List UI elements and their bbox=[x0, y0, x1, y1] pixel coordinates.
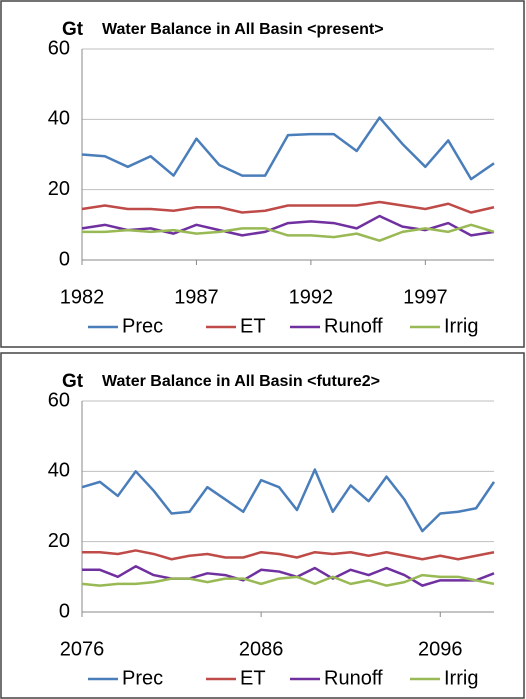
x-tick-label: 1992 bbox=[289, 286, 334, 308]
series-line bbox=[81, 468, 496, 533]
y-tick-label: 40 bbox=[48, 460, 70, 482]
y-axis-label: Gt bbox=[62, 371, 84, 392]
chart-panel: Gt Water Balance in All Basin <present> 0 2… bbox=[0, 0, 525, 348]
y-tick-label: 60 bbox=[48, 37, 70, 59]
x-tick-label: 1997 bbox=[403, 286, 448, 308]
legend-label: Irrig bbox=[444, 315, 478, 337]
legend-label: Irrig bbox=[444, 667, 478, 689]
legend-label: Prec bbox=[122, 667, 163, 689]
legend-label: Runoff bbox=[324, 667, 383, 689]
series-line bbox=[81, 214, 495, 237]
series-line bbox=[81, 573, 495, 587]
chart-panel: Gt Water Balance in All Basin <future2> 0 2… bbox=[0, 352, 525, 699]
series-line bbox=[82, 549, 495, 561]
chart-title: Water Balance in All Basin <future2> bbox=[102, 373, 380, 390]
x-tick-label: 1987 bbox=[174, 286, 219, 308]
legend-label: Prec bbox=[122, 315, 163, 337]
series-line bbox=[81, 200, 495, 214]
legend-label: ET bbox=[240, 315, 266, 337]
y-tick-label: 20 bbox=[48, 178, 70, 200]
legend-label: ET bbox=[240, 667, 266, 689]
panel-border bbox=[0, 0, 525, 348]
x-tick-label: 2076 bbox=[60, 638, 105, 660]
y-tick-label: 20 bbox=[48, 530, 70, 552]
chart-title: Water Balance in All Basin <present> bbox=[102, 21, 384, 38]
panel-border bbox=[0, 352, 525, 699]
x-tick-label: 1982 bbox=[60, 286, 105, 308]
series-line bbox=[82, 565, 495, 587]
legend-label: Runoff bbox=[324, 315, 383, 337]
y-tick-label: 60 bbox=[48, 389, 70, 411]
series-line bbox=[81, 116, 495, 181]
x-tick-label: 2086 bbox=[239, 638, 284, 660]
series-line bbox=[82, 223, 495, 242]
y-tick-label: 0 bbox=[59, 248, 70, 270]
x-tick-label: 2096 bbox=[418, 638, 463, 660]
y-tick-label: 0 bbox=[59, 600, 70, 622]
y-tick-label: 40 bbox=[48, 108, 70, 130]
y-axis-label: Gt bbox=[62, 19, 84, 40]
